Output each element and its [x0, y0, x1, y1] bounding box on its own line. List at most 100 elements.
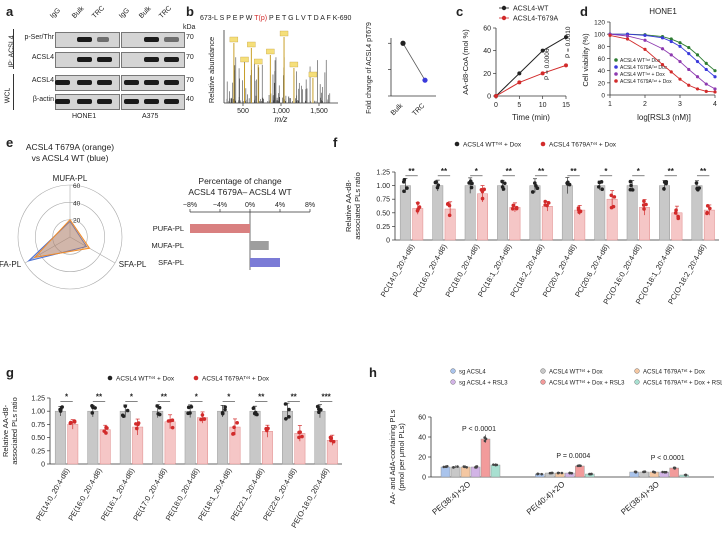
replicate-point	[480, 196, 485, 201]
replicate-point	[600, 187, 604, 192]
replicate-point	[465, 466, 468, 469]
bar	[87, 410, 99, 465]
data-point	[540, 71, 545, 76]
y-axis-label: AA- and AdA-containing PLs	[388, 409, 397, 504]
bar-x-tick-label: 0%	[245, 202, 255, 209]
replicate-point	[156, 412, 161, 416]
blot-band	[55, 99, 70, 104]
blot-band	[124, 80, 139, 85]
replicate-point	[58, 407, 62, 412]
blot-band	[77, 57, 92, 62]
bar-title: Percentage of change	[198, 176, 281, 186]
y-tick-label: 0	[41, 462, 45, 469]
legend-marker	[540, 379, 546, 385]
blot-band	[144, 99, 159, 104]
fold-x-tick-label: Bulk	[390, 102, 405, 117]
x-tick-label: 0	[494, 102, 498, 109]
replicate-point	[596, 185, 601, 189]
legend-label: ACSL4 WTᵀᵉᵗ + Dox	[549, 369, 603, 376]
replicate-point	[315, 404, 320, 409]
blot-band	[144, 37, 159, 42]
replicate-point	[543, 203, 547, 207]
replicate-point	[492, 463, 495, 466]
bar	[250, 241, 269, 250]
x-tick-label: PC(20:4_20:4-d8)	[541, 242, 579, 299]
x-tick-label: 1,500	[310, 108, 328, 115]
replicate-point	[661, 470, 664, 474]
molecular-weight: 70	[186, 54, 194, 61]
replicate-point	[134, 422, 138, 426]
replicate-point	[155, 404, 160, 408]
significance-mark: *	[475, 167, 479, 176]
fold-point-bulk	[400, 40, 406, 46]
replicate-point	[123, 404, 128, 408]
legend-marker	[450, 368, 456, 374]
replicate-point	[402, 189, 406, 194]
bar	[399, 185, 411, 241]
bar	[691, 185, 703, 241]
replicate-point	[416, 207, 420, 211]
data-point	[669, 53, 673, 57]
bar	[626, 185, 638, 241]
significance-mark: **	[700, 167, 707, 176]
significance-mark: **	[408, 167, 415, 176]
y-tick-label: 0.75	[376, 197, 390, 204]
replicate-point	[664, 181, 668, 186]
bar-x-tick-label: 4%	[275, 202, 285, 209]
replicate-point	[253, 410, 258, 415]
replicate-point	[401, 180, 406, 184]
x-tick-label: PE(38:4)+3O	[619, 480, 661, 517]
x-tick-label: 10	[539, 102, 547, 109]
y-tick-label: 20	[418, 455, 426, 462]
lane-label: IgG	[118, 7, 131, 20]
blot-band	[164, 37, 179, 42]
replicate-point	[534, 184, 538, 188]
replicate-point	[642, 207, 646, 211]
x-tick-label: PE(14:0_20:4-d8)	[34, 466, 72, 522]
x-tick-label: 1	[608, 101, 612, 108]
blot-band	[77, 99, 92, 104]
replicate-point	[494, 463, 497, 467]
replicate-point	[570, 471, 574, 475]
replicate-point	[634, 470, 637, 474]
replicate-point	[546, 201, 551, 205]
x-tick-label: PE(18:1_20:4-d8)	[196, 466, 234, 522]
wcl-label: WCL	[4, 87, 12, 104]
y-tick-label: 60	[483, 26, 491, 33]
significance-mark: *	[604, 167, 608, 176]
replicate-point	[72, 420, 77, 424]
data-point	[517, 80, 522, 85]
bar	[99, 429, 111, 465]
legend-marker	[634, 368, 640, 374]
replicate-point	[502, 181, 507, 186]
blot-band	[144, 57, 159, 62]
data-point	[564, 63, 568, 68]
blot-band	[77, 80, 92, 85]
fragment-tag	[289, 61, 299, 68]
radar-tick-label: 20	[73, 218, 81, 225]
bar	[659, 185, 671, 241]
molecular-weight: 70	[186, 34, 194, 41]
radar-tick-label: 60	[73, 183, 81, 190]
y-tick-label: 0	[386, 238, 390, 245]
blot-band	[124, 99, 139, 104]
bar-category-label: SFA-PL	[158, 258, 184, 267]
pc-ratio-chart: ACSL4 WTᵀᵉᵗ + Dox ACSL4 T679Aᵀᵉᵗ + Dox 0 0.…	[344, 142, 719, 306]
series-line	[495, 36, 567, 97]
legend-label: ACSL4 T679Aᵀᵉᵗ + Dox	[643, 369, 705, 376]
replicate-point	[597, 180, 602, 185]
replicate-point	[577, 464, 581, 467]
replicate-point	[514, 205, 519, 210]
fold-point-trc	[422, 77, 428, 83]
significance-mark: ***	[321, 393, 331, 402]
y-tick-label: 1.00	[31, 409, 45, 416]
data-point	[660, 47, 665, 51]
significance-mark: **	[538, 167, 545, 176]
bar-x-tick-label: −8%	[183, 202, 197, 209]
data-point	[713, 75, 717, 79]
replicate-point	[125, 408, 130, 413]
molecular-weight: 40	[186, 96, 194, 103]
replicate-point	[469, 185, 474, 190]
y-tick-label: 60	[418, 415, 426, 422]
replicate-point	[500, 179, 504, 184]
